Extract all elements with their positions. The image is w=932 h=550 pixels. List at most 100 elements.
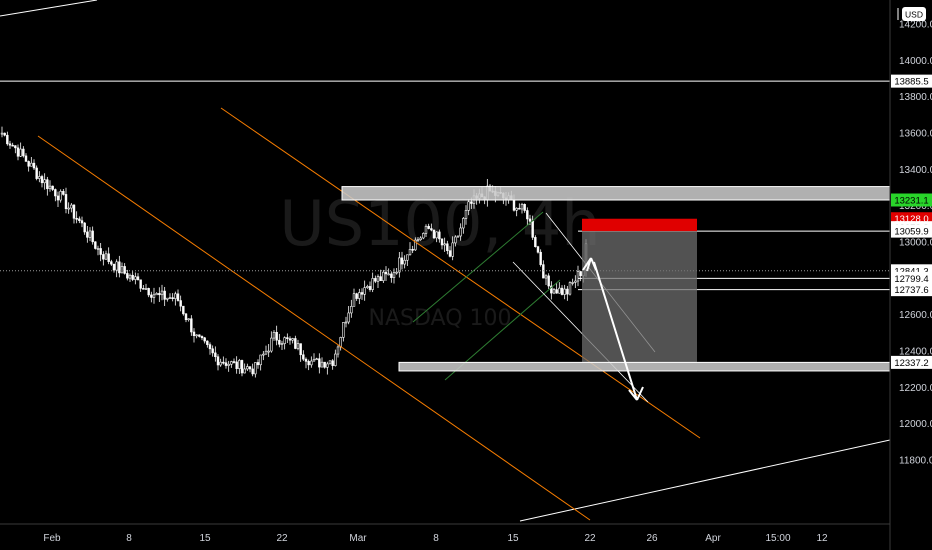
candle: [56, 195, 60, 201]
candle: [24, 155, 28, 162]
candle: [243, 368, 246, 374]
candle: [296, 343, 300, 349]
candle: [326, 363, 329, 368]
candle: [294, 338, 297, 349]
candle: [443, 243, 446, 246]
price-badge-label: 13128.0: [894, 214, 928, 225]
candle: [275, 331, 278, 341]
candle: [520, 204, 524, 210]
candle: [563, 288, 566, 295]
candle: [304, 358, 308, 362]
price-badge-label: 13885.5: [894, 77, 928, 88]
candle: [467, 201, 470, 211]
candle: [208, 344, 212, 350]
candle: [155, 293, 158, 296]
price-tick-label: 11800.0: [899, 455, 932, 466]
candle: [222, 361, 225, 364]
candle: [560, 287, 564, 295]
wedge-upper-line[interactable]: [412, 211, 544, 323]
candle: [70, 204, 73, 209]
candle: [291, 338, 294, 341]
candle: [307, 361, 310, 366]
time-tick-label: 15: [507, 533, 519, 544]
candle: [16, 147, 20, 157]
candle: [366, 286, 369, 288]
price-badge: [891, 283, 932, 297]
candle: [219, 361, 222, 366]
candle: [259, 354, 262, 366]
candle: [550, 285, 553, 294]
candle: [395, 271, 398, 274]
candle: [187, 318, 190, 321]
candle: [288, 338, 292, 341]
price-badge: [891, 271, 932, 285]
candle: [523, 204, 526, 211]
trendline-top-left[interactable]: [0, 0, 98, 17]
candle: [544, 275, 548, 279]
candle: [358, 292, 361, 299]
candle: [238, 360, 241, 369]
target-box[interactable]: [582, 231, 697, 363]
candle: [566, 288, 569, 295]
candle: [272, 331, 276, 339]
candle: [48, 185, 52, 190]
candle: [432, 229, 436, 239]
channel-lower-line[interactable]: [37, 135, 591, 521]
candle: [387, 273, 390, 276]
candle: [414, 239, 417, 251]
candle: [198, 334, 201, 337]
candle: [574, 280, 577, 283]
candle: [376, 276, 380, 282]
price-badge: [891, 74, 932, 88]
support-zone[interactable]: [398, 361, 891, 372]
candle: [139, 279, 142, 289]
candle: [518, 207, 521, 210]
candle: [246, 366, 249, 370]
candle: [264, 350, 268, 355]
candle: [411, 248, 414, 251]
candle: [374, 278, 377, 282]
candle: [448, 250, 452, 257]
candle: [160, 290, 164, 296]
currency-label: USD: [905, 10, 923, 20]
time-tick-label: Mar: [349, 533, 367, 544]
candle: [120, 266, 124, 274]
candle: [379, 276, 382, 282]
time-tick-label: Apr: [705, 533, 721, 544]
candle: [176, 293, 180, 301]
candle: [315, 358, 318, 361]
candle: [115, 261, 118, 271]
price-tick-label: 13200.0: [899, 201, 932, 212]
candle: [152, 294, 156, 298]
stop-box[interactable]: [582, 218, 697, 232]
currency-button[interactable]: USD: [897, 7, 926, 21]
resistance-zone[interactable]: [341, 186, 891, 201]
candle: [430, 228, 433, 231]
candle: [435, 231, 438, 239]
channel-upper-line[interactable]: [220, 107, 701, 439]
candle: [128, 274, 132, 279]
price-tick-label: 12600.0: [899, 310, 932, 321]
projection-arrow-down[interactable]: [593, 261, 644, 401]
price-tick-label: 13000.0: [899, 237, 932, 248]
candle: [280, 343, 284, 345]
candle: [200, 336, 204, 339]
candle: [462, 218, 465, 229]
price-badge-label: 13059.9: [894, 227, 928, 238]
candle: [262, 353, 265, 356]
candle: [94, 241, 97, 249]
price-tick-label: 12200.0: [899, 383, 932, 394]
time-axis[interactable]: Feb 8 15 22 Mar 8 15 22 26 Apr 15:00 12: [43, 533, 828, 544]
trendline-bottom-right[interactable]: [519, 439, 891, 522]
candle: [179, 300, 182, 307]
price-tick-label: 13600.0: [899, 128, 932, 139]
candle: [224, 362, 228, 366]
projection-line-lower[interactable]: [512, 261, 649, 403]
candle: [35, 167, 38, 179]
candle: [235, 361, 238, 369]
time-tick-label: 26: [646, 533, 658, 544]
candle: [446, 243, 449, 251]
candle: [230, 361, 233, 365]
candle: [352, 293, 356, 307]
